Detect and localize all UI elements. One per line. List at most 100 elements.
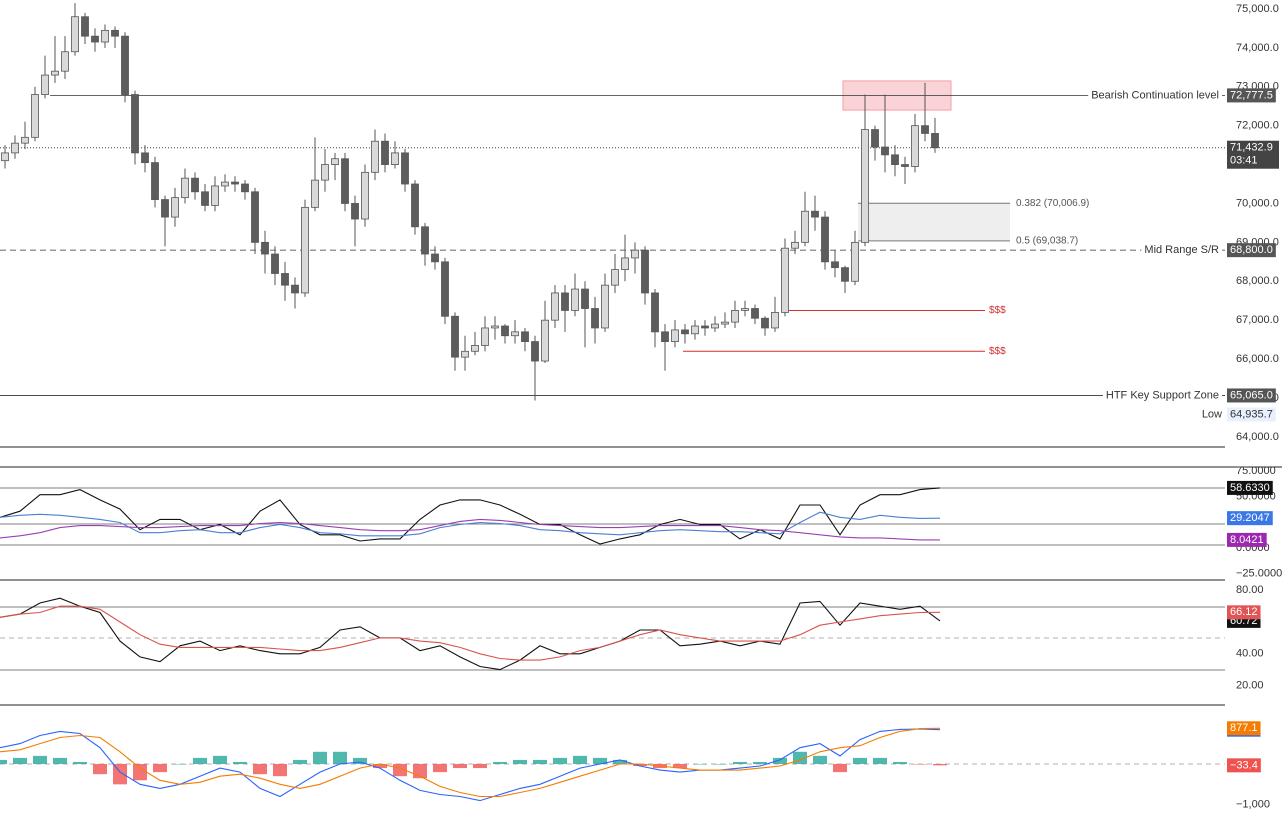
series-last-value: 877.1 — [1227, 721, 1261, 736]
candle-body — [841, 267, 849, 282]
candle-body — [491, 325, 499, 329]
histogram-bar — [893, 761, 907, 764]
candle-body — [551, 292, 559, 321]
candle-body — [641, 249, 649, 294]
candle-body — [711, 323, 719, 329]
histogram-bar — [733, 761, 747, 764]
last-price-text: 71,432.9 — [1230, 142, 1273, 154]
y-tick-label: 40.00 — [1236, 648, 1264, 660]
series-last-value-text: 66.12 — [1230, 606, 1258, 618]
candle-body — [321, 164, 329, 181]
candle-body — [421, 226, 429, 255]
candle-body — [451, 315, 459, 358]
indicator-line — [0, 487, 941, 545]
y-tick-label: 72,000.0 — [1236, 120, 1279, 132]
indicator-line — [0, 518, 940, 541]
level-price-text: 65,065.0 — [1230, 389, 1273, 401]
series-last-value-box — [1227, 721, 1261, 736]
candle-body — [301, 206, 309, 294]
candle-body — [81, 16, 89, 37]
candle-body — [801, 210, 809, 243]
level-price-box — [1227, 243, 1276, 258]
series-last-value: 29.2047 — [1227, 511, 1273, 526]
candle-body — [441, 261, 449, 317]
level-name-box — [1102, 388, 1222, 403]
candle-body — [291, 284, 299, 294]
histogram-bar — [613, 759, 627, 764]
candle-body — [821, 216, 829, 263]
candle-body — [371, 140, 379, 173]
candle-body — [761, 317, 769, 329]
y-tick-label: −1,000 — [1236, 799, 1270, 811]
histogram-bar — [573, 755, 587, 764]
candle-body — [611, 269, 619, 286]
histogram-bar — [273, 763, 287, 777]
candle-body — [891, 154, 899, 165]
candle-body — [181, 177, 189, 199]
y-tick-label: 64,000.0 — [1236, 431, 1279, 443]
candle-body — [201, 191, 209, 206]
histogram-bar — [213, 755, 227, 764]
histogram-bar — [873, 757, 887, 764]
histogram-bar — [33, 755, 47, 764]
candle-body — [771, 311, 779, 329]
histogram-bar — [373, 763, 387, 769]
candle-body — [11, 142, 19, 154]
candle-body — [1, 152, 9, 162]
candle-body — [701, 325, 709, 329]
candle-body — [341, 158, 349, 204]
candle-body — [751, 308, 759, 319]
last-price-tag: 71,432.903:41 — [1227, 140, 1279, 169]
candle-body — [261, 241, 269, 255]
candle-body — [691, 325, 699, 335]
candle-body — [571, 288, 579, 311]
histogram-bar — [693, 763, 707, 765]
level-price-text: 72,777.5 — [1230, 89, 1273, 101]
candle-body — [51, 70, 59, 76]
candle-body — [721, 321, 729, 325]
candle-body — [871, 129, 879, 148]
candle-body — [351, 203, 359, 220]
candle-body — [861, 129, 869, 243]
candle-body — [141, 152, 149, 164]
y-tick-label: 68,000.0 — [1236, 275, 1279, 287]
low-price-box — [1227, 407, 1276, 422]
candle-body — [811, 210, 819, 218]
series-last-value-text: 29.2047 — [1230, 512, 1270, 524]
candle-body — [561, 292, 569, 311]
candle-body — [631, 249, 639, 259]
series-last-value-box — [1227, 480, 1273, 495]
low-price: 64,935.7 — [1227, 407, 1276, 422]
histogram-bar — [433, 763, 447, 773]
candle-body — [901, 164, 909, 167]
candle-body — [211, 185, 219, 206]
candle-body — [651, 292, 659, 333]
candle-body — [731, 310, 739, 323]
histogram-bar — [513, 759, 527, 764]
series-last-value-box — [1227, 605, 1261, 620]
candle-body — [531, 341, 539, 362]
level-price: 68,800.0 — [1227, 243, 1276, 258]
candle-body — [781, 247, 789, 313]
low-price-text: 64,935.7 — [1230, 408, 1273, 420]
indicator-line — [0, 727, 941, 798]
level-price-box — [1227, 88, 1276, 103]
candle-body — [481, 327, 489, 346]
fib-label: 0.5 (69,038.7) — [1016, 236, 1078, 247]
level-name-box — [1141, 243, 1222, 258]
indicator-line — [0, 605, 941, 661]
candle-body — [251, 191, 259, 243]
candle-body — [461, 350, 469, 358]
histogram-bar — [673, 763, 687, 769]
liquidity-label: $$$ — [989, 346, 1006, 357]
plot-layer: 64,000.065,000.066,000.067,000.068,000.0… — [0, 3, 1282, 811]
candle-body — [221, 181, 229, 187]
candle-body — [521, 331, 529, 342]
y-tick-label: 67,000.0 — [1236, 314, 1279, 326]
candle-body — [661, 331, 669, 342]
candle-body — [241, 183, 249, 193]
candle-body — [71, 16, 79, 53]
y-tick-label: 74,000.0 — [1236, 42, 1279, 54]
candle-body — [581, 288, 589, 309]
